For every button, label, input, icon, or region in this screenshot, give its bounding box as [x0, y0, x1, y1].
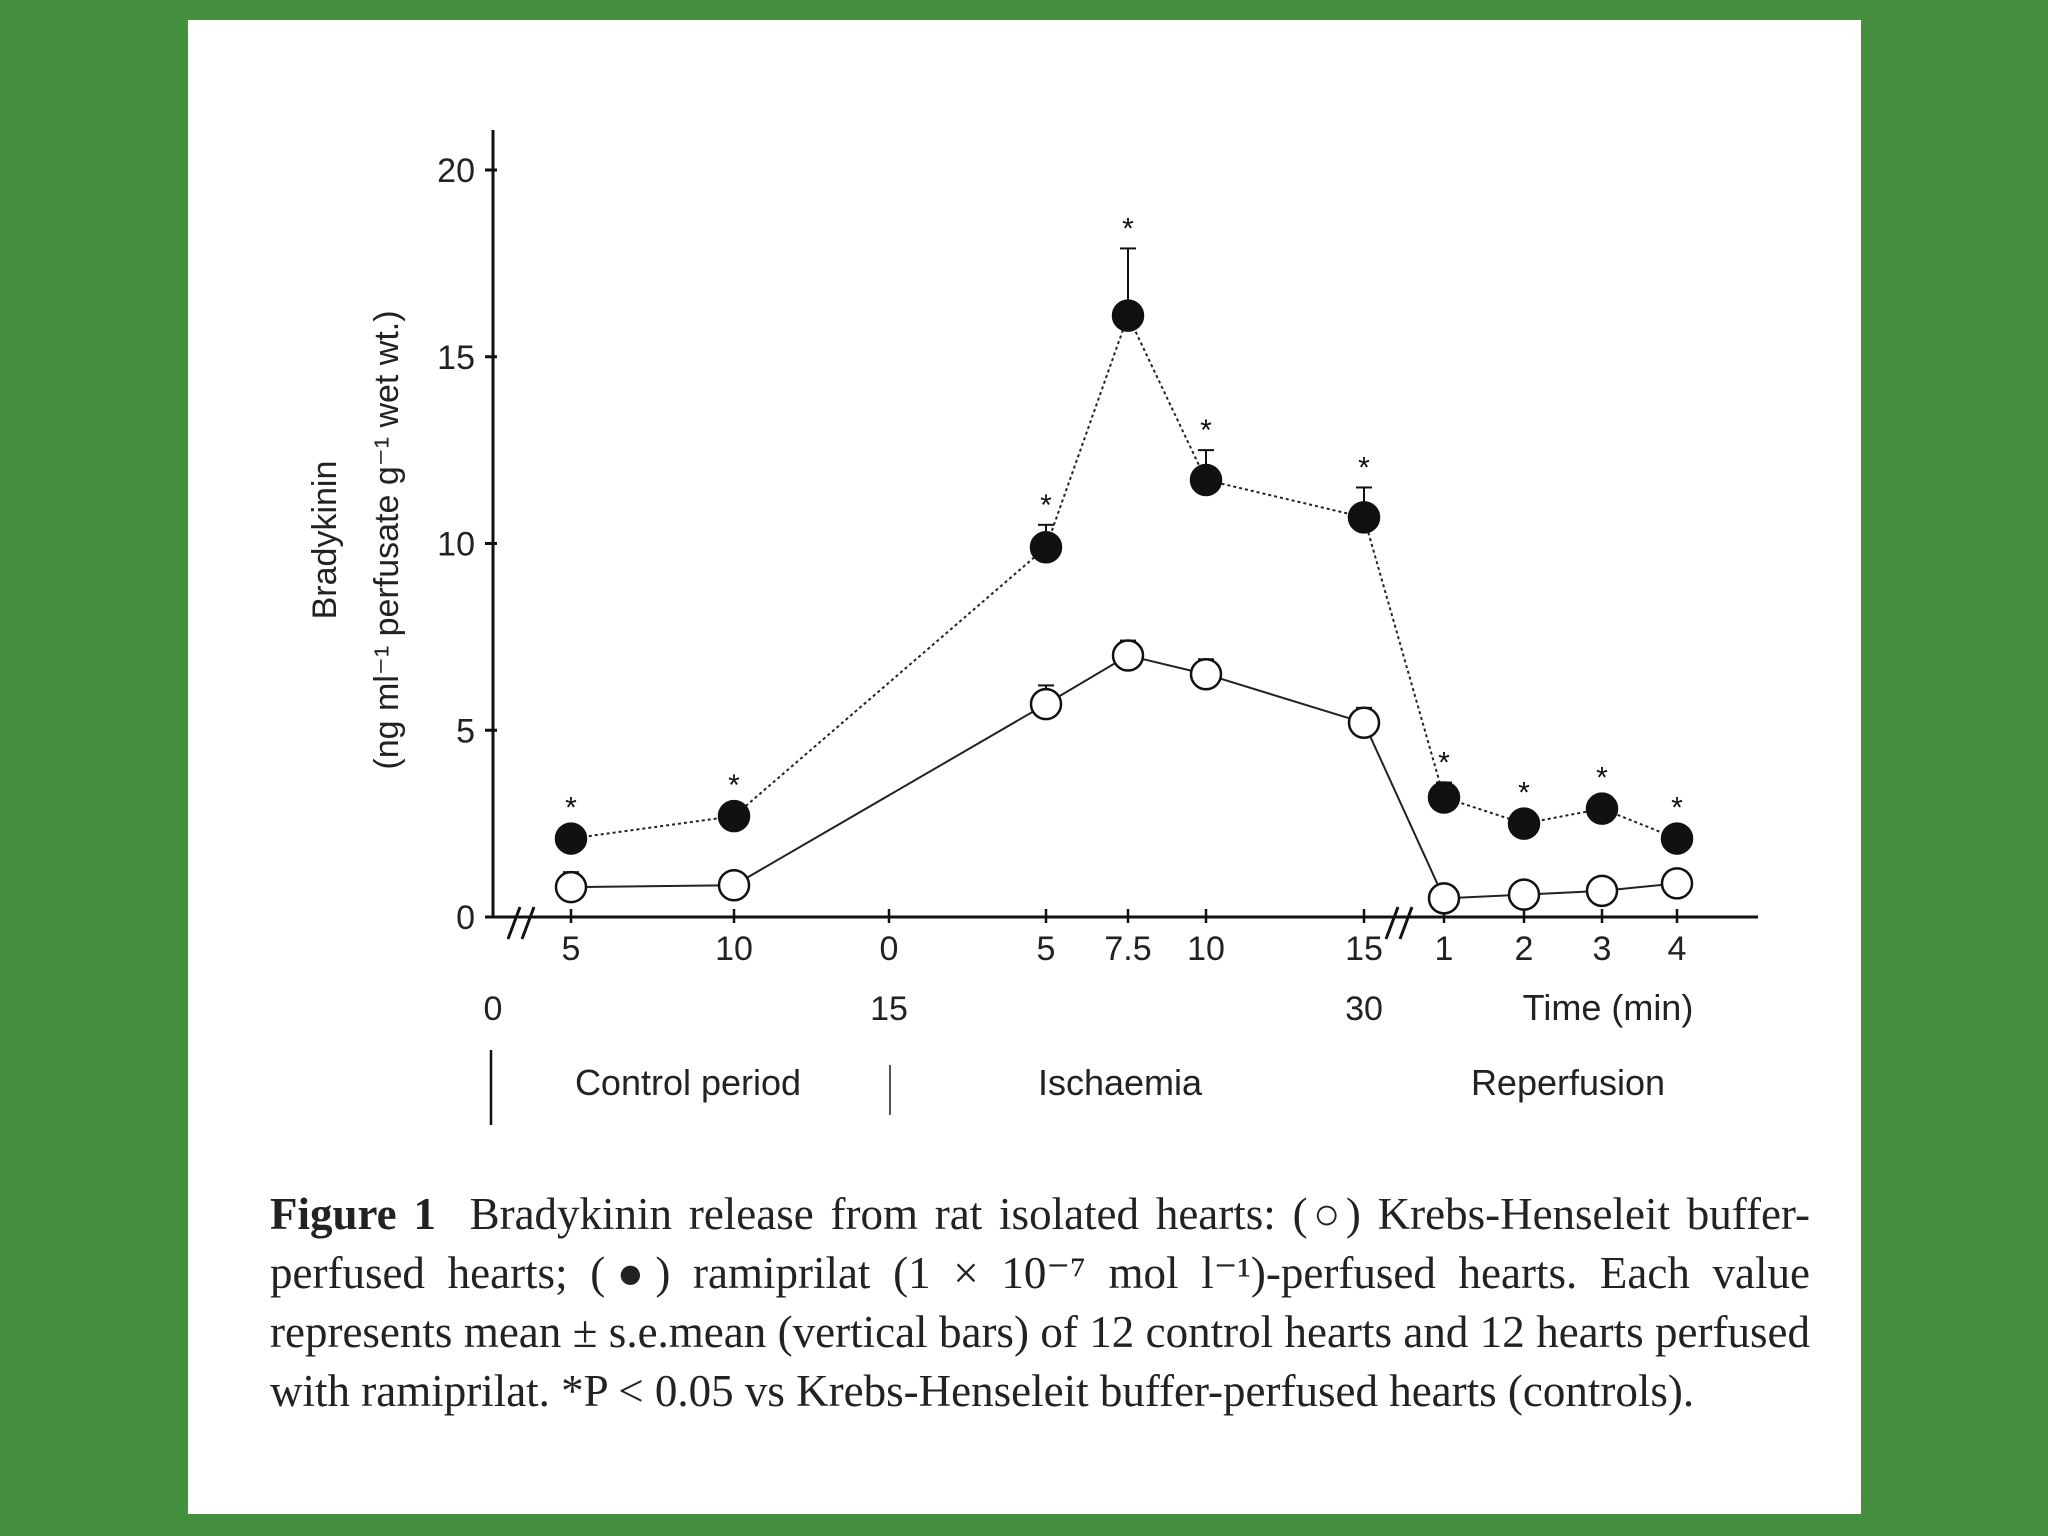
data-point-filled [554, 822, 588, 855]
period-label: Control period [575, 1062, 801, 1103]
axis-break-stroke [506, 906, 522, 940]
x-tick-label: 2 [1515, 930, 1534, 968]
period-label: Ischaemia [1038, 1062, 1203, 1103]
data-point-filled [1660, 822, 1694, 855]
significance-marker: * [1200, 414, 1212, 447]
x-tick-label: 4 [1668, 930, 1687, 968]
data-point-filled [1585, 792, 1619, 825]
significance-marker: * [1518, 776, 1530, 809]
data-point-open [554, 870, 588, 904]
chart-labels: 0 5 10 15 20 5 10 0 5 7.5 10 15 1 2 3 4 0 15 30 Time (min) C… [306, 152, 1693, 1103]
significance-marker: * [1596, 761, 1608, 794]
x-tick-label: 5 [562, 930, 581, 968]
caption-label: Figure 1 [270, 1189, 436, 1239]
figure-caption: Figure 1 Bradykinin release from rat iso… [270, 1185, 1810, 1421]
series-line-ramiprilat [570, 313, 1678, 840]
caption-text: Bradykinin release from rat isolated hea… [270, 1189, 1811, 1416]
x-tick-label: 10 [1187, 930, 1225, 968]
x-tick-label: 3 [1593, 930, 1612, 968]
data-point-filled [717, 799, 751, 833]
data-point-filled [1189, 463, 1223, 497]
x-tick-label: 0 [880, 930, 899, 968]
y-tick-label: 20 [437, 152, 475, 190]
data-point-filled [1347, 501, 1381, 534]
significance-marker: * [1438, 747, 1450, 780]
axis-break-reperfusion [1384, 906, 1414, 940]
data-point-open [1347, 706, 1381, 740]
axis-break-stroke [520, 906, 536, 940]
data-point-filled [1029, 530, 1063, 564]
significance-marker: * [1671, 791, 1683, 824]
y-tick-label: 0 [456, 899, 475, 937]
x-tick-label: 1 [1435, 930, 1454, 968]
significance-marker: * [1122, 212, 1134, 245]
figure-panel: * * * * * * * * * * 0 5 10 15 20 5 10 0 5 7.5 10 15 1 2 3 4 0 15 30… [188, 20, 1861, 1514]
x-axis-title: Time (min) [1523, 987, 1694, 1028]
axis-break-stroke [1384, 906, 1400, 940]
y-tick-label: 15 [437, 339, 475, 377]
y-axis-title-line1: Bradykinin [306, 461, 344, 620]
significance-marker: * [1040, 489, 1052, 522]
axis-break-stroke [1398, 906, 1414, 940]
data-point-open [1189, 657, 1223, 691]
axes [485, 130, 1758, 1125]
x-tick-label: 7.5 [1104, 930, 1151, 968]
data-point-open [1660, 867, 1694, 900]
series-line-control [570, 654, 1678, 900]
data-point-open [1427, 882, 1461, 915]
data-point-open [1029, 687, 1063, 721]
data-point-open [1507, 878, 1541, 911]
data-point-filled [1507, 807, 1541, 840]
data-point-open [717, 869, 751, 902]
cumulative-time-label: 30 [1345, 990, 1383, 1028]
y-tick-label: 5 [456, 712, 475, 750]
data-point-open [1585, 874, 1619, 908]
x-tick-label: 15 [1345, 930, 1383, 968]
cumulative-time-label: 0 [484, 990, 503, 1028]
data-point-open [1111, 639, 1145, 672]
significance-marker: * [728, 769, 740, 802]
data-point-filled [1111, 299, 1145, 332]
bradykinin-chart: * * * * * * * * * * 0 5 10 15 20 5 10 0 5 7.5 10 15 1 2 3 4 0 15 30… [306, 130, 1758, 1125]
data-point-filled [1427, 781, 1461, 814]
chart-marks: * * * * * * * * * * [554, 212, 1694, 915]
significance-marker: * [1358, 451, 1370, 484]
period-label: Reperfusion [1471, 1062, 1665, 1103]
x-tick-label: 5 [1037, 930, 1056, 968]
y-tick-label: 10 [437, 526, 475, 564]
y-axis-title-line2: (ng ml⁻¹ perfusate g⁻¹ wet wt.) [368, 310, 406, 769]
x-tick-label: 10 [715, 930, 753, 968]
axis-break-start [506, 906, 536, 940]
cumulative-time-label: 15 [870, 990, 908, 1028]
significance-marker: * [565, 791, 577, 824]
